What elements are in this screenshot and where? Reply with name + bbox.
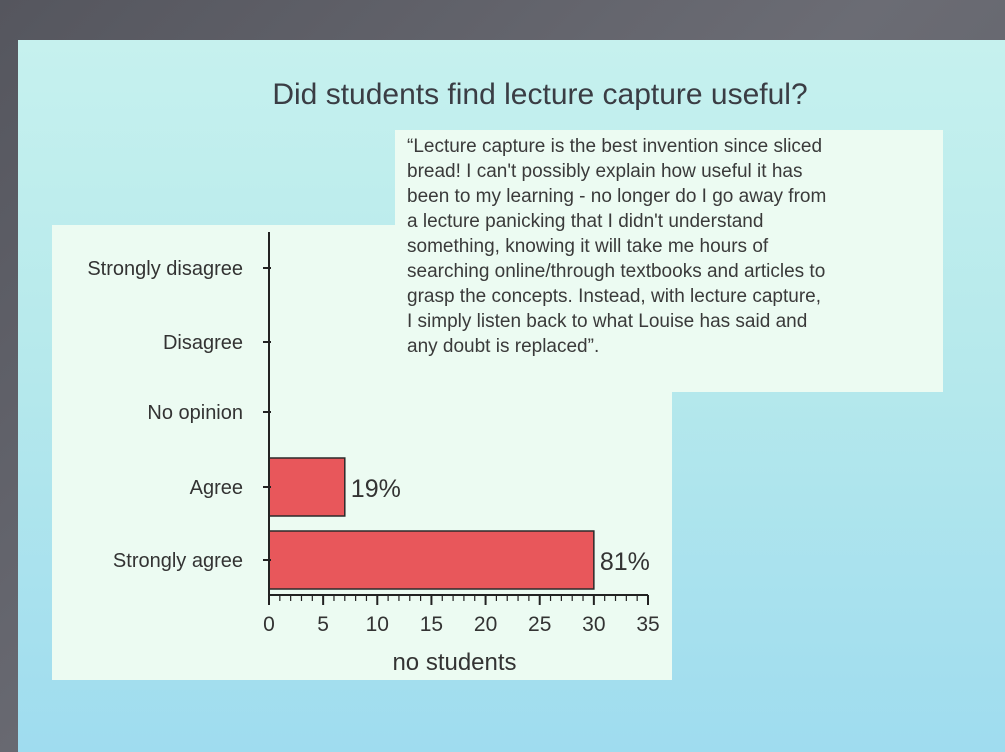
data-label-strongly-agree: 81% bbox=[600, 548, 650, 576]
x-tick-label-30: 30 bbox=[582, 613, 605, 636]
slide-title: Did students find lecture capture useful… bbox=[272, 78, 808, 111]
x-axis-label: no students bbox=[392, 649, 516, 676]
bar-strongly-agree bbox=[268, 530, 595, 590]
x-tick-label-5: 5 bbox=[317, 613, 329, 636]
x-tick-label-20: 20 bbox=[474, 613, 497, 636]
x-tick-label-15: 15 bbox=[420, 613, 443, 636]
data-label-agree: 19% bbox=[351, 475, 401, 503]
x-tick-label-35: 35 bbox=[636, 613, 659, 636]
y-tick-label-no-opinion: No opinion bbox=[147, 402, 243, 424]
y-tick-label-agree: Agree bbox=[190, 477, 243, 499]
y-tick-label-strongly-disagree: Strongly disagree bbox=[87, 258, 243, 280]
y-tick-label-strongly-agree: Strongly agree bbox=[113, 550, 243, 572]
y-tick-label-disagree: Disagree bbox=[163, 332, 243, 354]
student-quote: “Lecture capture is the best invention s… bbox=[407, 136, 827, 357]
bar-agree bbox=[268, 457, 346, 517]
x-tick-label-0: 0 bbox=[263, 613, 275, 636]
x-tick-label-25: 25 bbox=[528, 613, 551, 636]
quote-box: “Lecture capture is the best invention s… bbox=[395, 130, 943, 392]
x-tick-label-10: 10 bbox=[366, 613, 389, 636]
